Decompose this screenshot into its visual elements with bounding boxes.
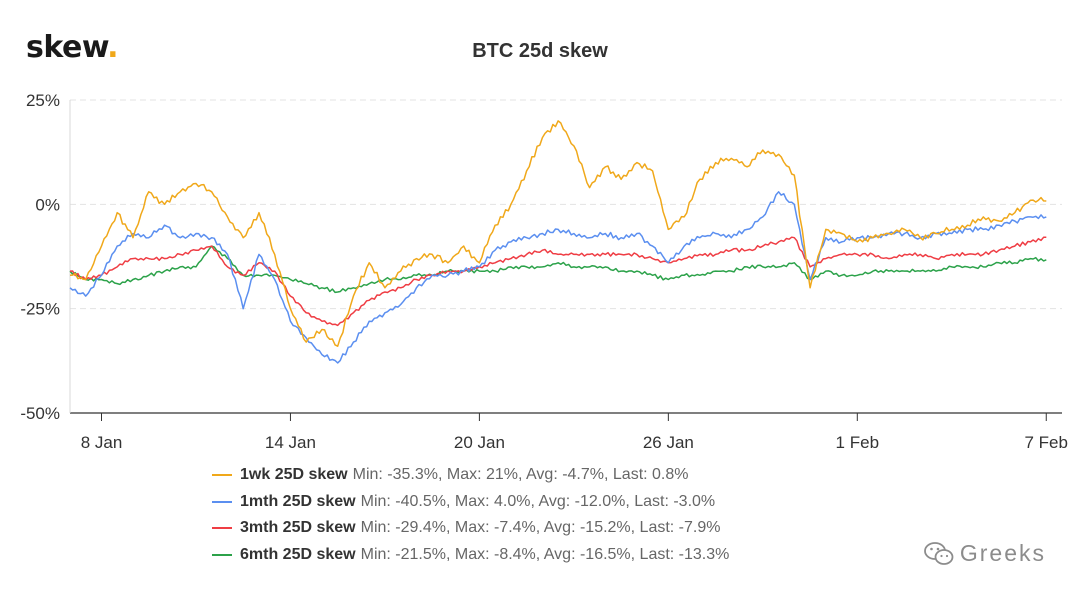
legend: 1wk 25D skew Min: -35.3%, Max: 21%, Avg: … xyxy=(212,462,729,568)
legend-swatch xyxy=(212,500,232,503)
x-tick-label: 20 Jan xyxy=(454,433,505,452)
logo-dot: . xyxy=(107,30,119,65)
skew-logo: skew. xyxy=(26,30,119,65)
x-tick-label: 7 Feb xyxy=(1025,433,1068,452)
legend-swatch xyxy=(212,527,232,530)
legend-series-stats: Min: -35.3%, Max: 21%, Avg: -4.7%, Last:… xyxy=(352,466,689,483)
y-axis-ticks: 25% 0% -25% -50% xyxy=(20,91,60,423)
legend-swatch xyxy=(212,474,232,477)
legend-item[interactable]: 6mth 25D skew Min: -21.5%, Max: -8.4%, Av… xyxy=(212,542,729,569)
x-tick-label: 1 Feb xyxy=(836,433,879,452)
legend-series-stats: Min: -21.5%, Max: -8.4%, Avg: -16.5%, La… xyxy=(360,545,730,563)
legend-series-name: 6mth 25D skew xyxy=(240,545,356,563)
y-tick-label: -25% xyxy=(20,300,60,319)
y-tick-label: 0% xyxy=(35,195,60,214)
legend-series-stats: Min: -40.5%, Max: 4.0%, Avg: -12.0%, Las… xyxy=(360,492,716,510)
wechat-icon xyxy=(923,541,954,565)
x-tick-label: 26 Jan xyxy=(643,433,694,452)
legend-item[interactable]: 3mth 25D skew Min: -29.4%, Max: -7.4%, Av… xyxy=(212,515,729,542)
x-tick-label: 14 Jan xyxy=(265,433,316,452)
grid-lines xyxy=(70,99,1062,310)
x-axis: 8 Jan 14 Jan 20 Jan 26 Jan 1 Feb 7 Feb xyxy=(69,100,1068,452)
series-line-3mth xyxy=(69,236,1047,327)
watermark-text: Greeks xyxy=(959,540,1046,566)
legend-swatch xyxy=(212,553,232,556)
legend-series-name: 1wk 25D skew xyxy=(240,466,348,483)
y-tick-label: -50% xyxy=(20,404,60,423)
legend-series-name: 3mth 25D skew xyxy=(240,519,356,536)
chart-title: BTC 25d skew xyxy=(472,40,608,62)
logo-text: skew xyxy=(26,30,108,65)
series-line-1wk xyxy=(69,120,1047,347)
y-tick-label: 25% xyxy=(26,91,60,110)
series-line-1mth xyxy=(69,191,1047,364)
watermark: Greeks xyxy=(923,540,1046,567)
legend-series-stats: Min: -29.4%, Max: -7.4%, Avg: -15.2%, La… xyxy=(360,519,721,536)
legend-item[interactable]: 1wk 25D skew Min: -35.3%, Max: 21%, Avg: … xyxy=(212,462,729,489)
series-line-6mth xyxy=(69,245,1047,294)
x-tick-label: 8 Jan xyxy=(81,433,123,452)
legend-series-name: 1mth 25D skew xyxy=(240,492,356,510)
chart-area: 25% 0% -25% -50% 8 Jan 14 Jan 20 Jan 26 Jan 1 F… xyxy=(20,91,1068,452)
series-lines xyxy=(69,120,1047,364)
legend-item[interactable]: 1mth 25D skew Min: -40.5%, Max: 4.0%, Avg… xyxy=(212,489,729,516)
